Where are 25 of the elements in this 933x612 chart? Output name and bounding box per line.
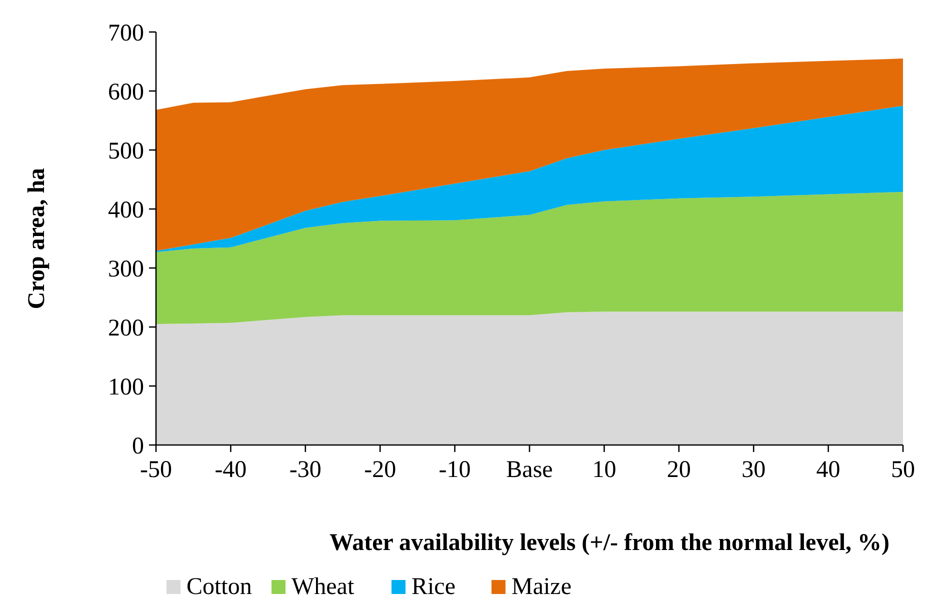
y-tick-label: 400 xyxy=(108,197,144,224)
x-tick-label: -30 xyxy=(289,457,322,483)
legend-label: Maize xyxy=(512,574,572,600)
y-tick-label: 600 xyxy=(108,79,144,106)
x-tick-label: 50 xyxy=(891,457,915,483)
x-tick-label: Base xyxy=(506,457,553,483)
x-tick-label: -10 xyxy=(438,457,471,483)
y-tick-label: 200 xyxy=(108,315,144,342)
y-tick-label: 300 xyxy=(108,256,144,282)
x-tick-label: -20 xyxy=(364,457,396,483)
x-tick-label: 20 xyxy=(666,457,691,483)
y-axis-title: Crop area, ha xyxy=(24,168,50,310)
y-tick-label: 100 xyxy=(108,374,144,400)
legend-label: Wheat xyxy=(292,574,354,600)
legend-label: Cotton xyxy=(186,574,252,600)
x-tick-label: -50 xyxy=(140,457,172,483)
x-tick-label: -40 xyxy=(214,457,247,483)
y-tick-label: 500 xyxy=(108,138,144,164)
x-axis-title: Water availability levels (+/- from the normal level, %) xyxy=(329,530,890,556)
y-tick-label: 0 xyxy=(132,433,144,460)
x-tick-label: 10 xyxy=(592,457,616,483)
x-tick-label: 40 xyxy=(816,457,840,483)
x-tick-label: 30 xyxy=(742,457,766,483)
legend-label: Rice xyxy=(412,574,456,600)
y-tick-label: 700 xyxy=(108,20,144,46)
